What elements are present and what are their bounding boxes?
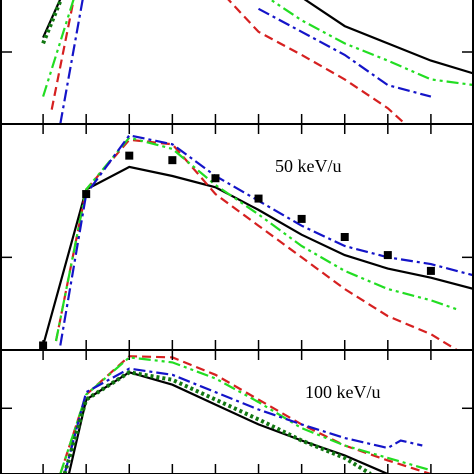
series-line xyxy=(63,367,423,474)
series-line xyxy=(54,136,458,342)
series-line xyxy=(54,138,458,350)
series-line xyxy=(43,0,409,43)
data-point xyxy=(211,174,220,183)
panel xyxy=(43,0,474,124)
series-line xyxy=(67,371,389,474)
data-point xyxy=(426,266,435,275)
data-point xyxy=(340,233,349,241)
series-line xyxy=(50,0,406,124)
data-point xyxy=(82,190,91,199)
series-line xyxy=(59,356,432,474)
data-point xyxy=(125,151,134,160)
panel xyxy=(39,134,474,350)
series-line xyxy=(59,355,432,474)
data-point xyxy=(297,214,306,223)
series-line xyxy=(42,0,474,75)
series-line xyxy=(42,165,474,346)
series-line xyxy=(59,0,432,124)
data-point xyxy=(168,156,177,165)
panel xyxy=(59,355,432,474)
annotation: 50 keV/u xyxy=(275,156,342,176)
data-point xyxy=(383,251,392,260)
series-line xyxy=(42,0,474,97)
annotation: 100 keV/u xyxy=(305,382,381,402)
series-line xyxy=(59,134,474,346)
data-point xyxy=(254,194,263,203)
